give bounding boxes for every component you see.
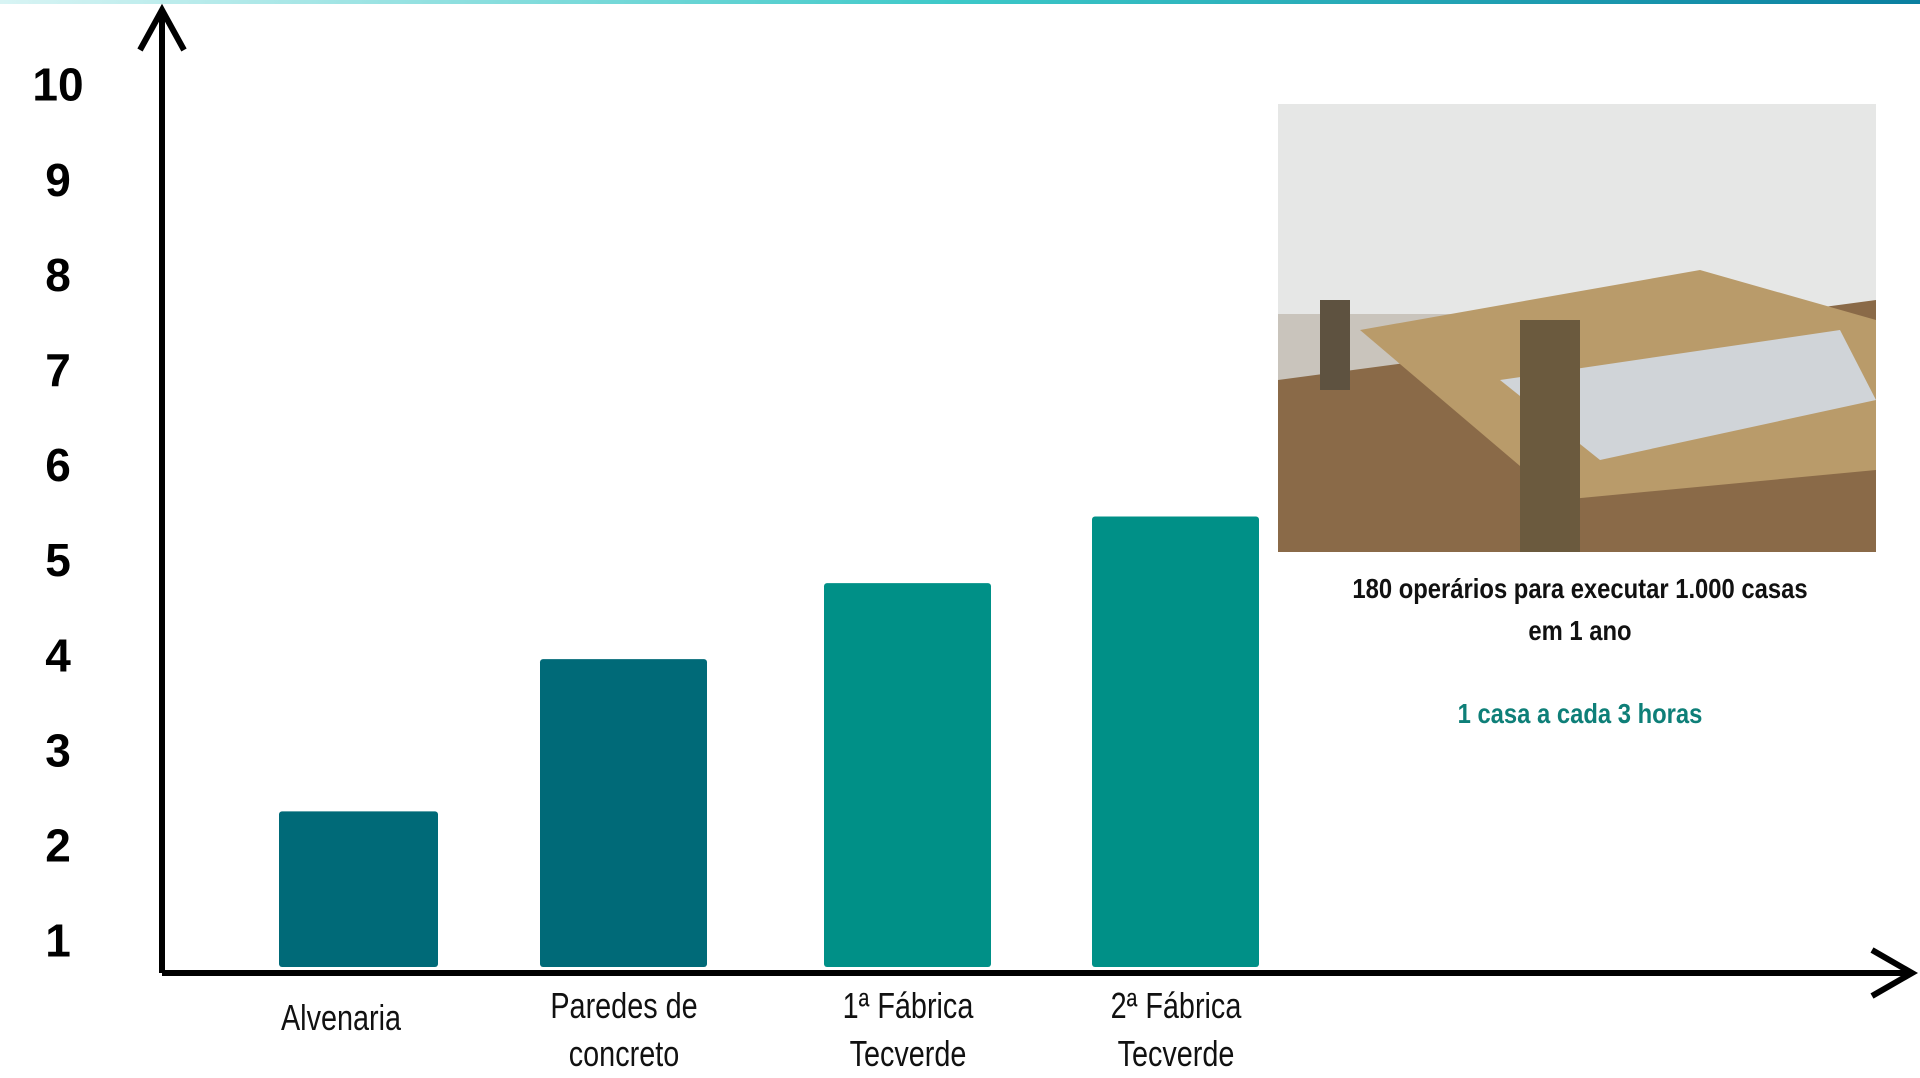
x-axis-arrow bbox=[1870, 947, 1919, 999]
y-tick-label: 10 bbox=[32, 59, 83, 111]
bar bbox=[540, 659, 707, 967]
bar bbox=[1092, 516, 1259, 967]
y-tick-label: 3 bbox=[45, 724, 71, 776]
y-tick-label: 5 bbox=[45, 534, 71, 586]
y-axis-arrow bbox=[137, 3, 187, 52]
bar bbox=[824, 583, 991, 967]
x-tick-label: 2ª Fábrica Tecverde bbox=[1110, 985, 1241, 1074]
y-tick-label: 6 bbox=[45, 439, 71, 491]
y-tick-label: 8 bbox=[45, 249, 71, 301]
y-tick-label: 1 bbox=[45, 915, 71, 967]
annotation: 1 casa a cada 3 horas bbox=[1457, 698, 1703, 729]
y-tick-label: 9 bbox=[45, 154, 71, 206]
x-tick-label: Alvenaria bbox=[280, 997, 401, 1038]
top-bar bbox=[0, 0, 1920, 4]
bar bbox=[279, 811, 438, 967]
y-tick-label: 7 bbox=[45, 344, 71, 396]
photo bbox=[1278, 104, 1876, 552]
x-tick-label: 1ª Fábrica Tecverde bbox=[842, 985, 973, 1074]
x-tick-label: Paredes de concreto bbox=[549, 985, 698, 1074]
y-tick-label: 2 bbox=[45, 820, 71, 872]
annotation: 180 operários para executar 1.000 casas … bbox=[1352, 573, 1808, 646]
y-tick-label: 4 bbox=[45, 629, 71, 681]
